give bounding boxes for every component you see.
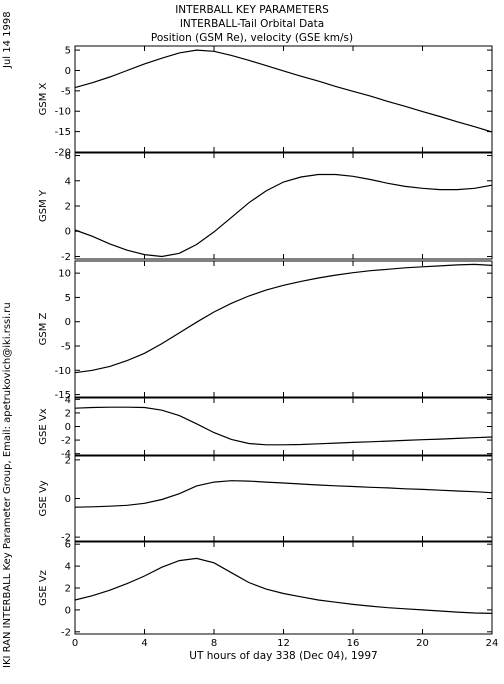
y-axis-label-gse-vx: GSE Vx: [38, 408, 49, 444]
y-tick-label-gsm-z: 5: [65, 293, 71, 304]
chart-title-line-2: INTERBALL-Tail Orbital Data: [179, 18, 325, 30]
y-tick-label-gse-vx: 2: [65, 408, 71, 419]
y-axis-label-gsm-x: GSM X: [38, 82, 49, 115]
series-line-gse-vx: [74, 406, 493, 446]
y-axis-label-gsm-y: GSM Y: [38, 189, 49, 222]
x-tick-label: 8: [211, 638, 217, 649]
plot-frame-gse-vy: [74, 455, 493, 542]
y-tick-label-gse-vx: -4: [61, 449, 71, 460]
plot-frame-gse-vz: [74, 541, 493, 635]
y-tick-label-gse-vz: 2: [65, 584, 71, 595]
x-tick-label: 20: [416, 638, 429, 649]
y-axis-label-gse-vy: GSE Vy: [38, 480, 49, 516]
y-tick-label-gsm-z: -10: [55, 366, 71, 377]
y-tick-label-gsm-z: 0: [65, 317, 71, 328]
y-tick-label-gse-vy: 0: [65, 494, 71, 505]
y-tick-label-gsm-x: -5: [61, 86, 71, 97]
y-tick-label-gse-vz: 0: [65, 605, 71, 616]
y-tick-label-gse-vz: 4: [65, 562, 71, 573]
plot-frame-gsm-x: [74, 45, 493, 153]
plot-frame-gsm-y: [74, 152, 493, 260]
plot-frame-gsm-z: [74, 260, 493, 398]
y-tick-label-gsm-x: -10: [55, 107, 71, 118]
y-tick-label-gse-vy: -2: [61, 533, 71, 544]
y-tick-label-gse-vz: 6: [65, 540, 71, 551]
chart-title-line-3: Position (GSM Re), velocity (GSE km/s): [150, 32, 354, 44]
y-axis-label-gse-vz: GSE Vz: [38, 570, 49, 606]
y-tick-label-gsm-z: 10: [58, 269, 71, 280]
y-tick-label-gsm-y: 0: [65, 227, 71, 238]
x-tick-label: 16: [347, 638, 360, 649]
y-tick-label-gsm-y: 4: [65, 176, 71, 187]
series-line-gsm-z: [74, 263, 493, 374]
y-tick-label-gsm-y: -2: [61, 252, 71, 263]
y-tick-label-gsm-x: 5: [65, 46, 71, 57]
y-axis-label-gsm-z: GSM Z: [38, 312, 49, 345]
y-tick-label-gsm-y: 6: [65, 151, 71, 162]
y-tick-label-gse-vz: -2: [61, 627, 71, 638]
plot-frame-gse-vx: [74, 397, 493, 456]
x-tick-label: 4: [141, 638, 147, 649]
y-tick-label-gse-vx: 0: [65, 422, 71, 433]
x-tick-label: 24: [486, 638, 499, 649]
y-tick-label-gse-vy: 2: [65, 455, 71, 466]
chart-title-line-1: INTERBALL KEY PARAMETERS: [175, 4, 329, 16]
series-line-gsm-x: [74, 49, 493, 133]
y-tick-label-gsm-x: -15: [55, 127, 71, 138]
x-tick-label: 12: [277, 638, 290, 649]
y-tick-label-gsm-x: 0: [65, 66, 71, 77]
series-line-gse-vz: [74, 557, 493, 614]
y-tick-label-gsm-z: -5: [61, 342, 71, 353]
y-tick-label-gse-vx: 4: [65, 395, 71, 406]
y-tick-label-gse-vx: -2: [61, 436, 71, 447]
series-line-gsm-y: [74, 173, 493, 258]
series-line-gse-vy: [74, 480, 493, 508]
x-tick-label: 0: [72, 638, 78, 649]
y-tick-label-gsm-x: -20: [55, 148, 71, 159]
y-tick-label-gsm-z: -15: [55, 390, 71, 401]
y-tick-label-gsm-y: 2: [65, 202, 71, 213]
x-axis-label: UT hours of day 338 (Dec 04), 1997: [189, 650, 377, 662]
